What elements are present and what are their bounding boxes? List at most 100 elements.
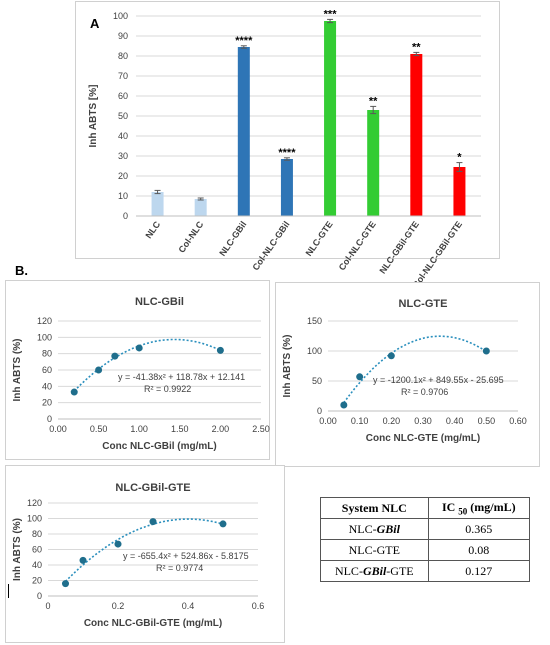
y-tick-label: 120	[27, 498, 42, 508]
ic50-table: System NLC IC 50 (mg/mL) NLC-GBil 0.365 …	[320, 496, 531, 583]
x-axis-title: Conc NLC-GBil-GTE (mg/mL)	[84, 618, 222, 629]
y-tick-label: 0	[47, 414, 52, 424]
panel-a-label: A	[90, 16, 100, 31]
system-text: NLC-GTE	[348, 542, 400, 557]
nlc-gbil-gte-chart-svg: 0 20 40 60 80 100 120 0 0.2 0.4 0.6 NLC-GBil-GTE Con…	[12, 482, 264, 629]
x-tick-label: NLC	[143, 219, 162, 240]
system-italic: GBil	[362, 563, 387, 578]
y-tick-label: 100	[113, 11, 128, 21]
significance-label: ***	[324, 8, 338, 20]
bar	[194, 199, 207, 216]
data-point	[149, 518, 157, 526]
nlc-gte-chart-svg: 0 50 100 150 0.00 0.10 0.20 0.30 0.40 0.50 0.60 NLC…	[282, 298, 527, 444]
y-tick-label: 0	[317, 406, 322, 416]
panel-a-bar-chart: 0 10 20 30 40 50 60 70 80 90 100 NLC Col-NLC **** NLC-…	[75, 1, 500, 290]
x-tick-label: 0.10	[351, 416, 369, 426]
ic50-value: 0.127	[427, 560, 531, 583]
x-tick-label: 0	[45, 601, 50, 611]
x-tick-label: 0.2	[112, 601, 125, 611]
y-tick-label: 0	[37, 591, 42, 601]
y-tick-label: 120	[37, 316, 52, 326]
data-point	[70, 388, 78, 396]
x-axis-title: Conc NLC-GBil (mg/mL)	[102, 441, 216, 452]
bar	[324, 21, 337, 216]
significance-label: **	[369, 95, 378, 107]
data-point	[340, 401, 348, 409]
header-ic: IC	[441, 500, 456, 514]
x-tick-label: 0.50	[478, 416, 496, 426]
y-tick-label: 50	[118, 111, 128, 121]
x-axis-title: Conc NLC-GTE (mg/mL)	[366, 433, 480, 444]
trendline	[343, 335, 487, 404]
data-point	[387, 352, 395, 360]
bar	[237, 47, 250, 216]
trendline	[64, 518, 224, 582]
x-tick-label: Col-NLC-GBil	[250, 219, 291, 272]
x-tick-label: 2.50	[252, 424, 270, 434]
chart-title: NLC-GTE	[399, 298, 448, 310]
y-tick-label: 20	[118, 171, 128, 181]
y-tick-label: 20	[32, 576, 42, 586]
table-row: NLC-GBil-GTE 0.127	[320, 560, 531, 583]
y-tick-label: 60	[118, 91, 128, 101]
y-tick-label: 10	[118, 191, 128, 201]
y-tick-label: 40	[42, 381, 52, 391]
x-tick-label: 0.60	[509, 416, 527, 426]
significance-label: *	[457, 152, 462, 164]
y-tick-label: 90	[118, 31, 128, 41]
bar	[453, 167, 466, 216]
x-tick-label: Col-NLC	[176, 219, 205, 255]
data-point	[79, 556, 87, 564]
x-tick-label: 0.50	[90, 424, 108, 434]
data-point	[95, 366, 103, 374]
bar	[410, 54, 423, 216]
trendline-equation: y = -1200.1x² + 849.55x - 25.695	[373, 375, 504, 385]
y-tick-label: 100	[37, 332, 52, 342]
margin-mark	[8, 584, 9, 598]
bar	[280, 159, 293, 216]
x-tick-label: Col-NLC-GBil-GTE	[411, 219, 465, 289]
y-tick-label: 0	[123, 211, 128, 221]
y-tick-label: 30	[118, 151, 128, 161]
bar	[151, 192, 164, 216]
header-ic-sub: 50	[458, 506, 468, 517]
data-point	[219, 520, 227, 528]
trendline-equation: y = -655.4x² + 524.86x - 5.8175	[123, 551, 249, 561]
x-tick-label: NLC-GTE	[304, 219, 335, 258]
x-tick-label: 0.20	[383, 416, 401, 426]
y-axis-title: Inh ABTS (%)	[12, 339, 23, 402]
ic50-value: 0.08	[427, 539, 531, 562]
y-axis-title: Inh ABTS (%)	[282, 335, 293, 398]
data-point	[216, 346, 224, 354]
header-system: System NLC	[320, 496, 429, 520]
data-point	[111, 352, 119, 360]
x-tick-label: NLC-GBil-GTE	[377, 219, 420, 275]
ic50-header-row: System NLC IC 50 (mg/mL)	[320, 496, 531, 520]
significance-label: ****	[278, 147, 296, 159]
chart-title: NLC-GBil-GTE	[115, 482, 190, 494]
significance-label: ****	[235, 35, 253, 47]
system-text: NLC-	[334, 563, 363, 578]
x-tick-label: 1.00	[130, 424, 148, 434]
ic50-value: 0.365	[427, 518, 531, 541]
bar	[367, 110, 380, 216]
header-unit: (mg/mL)	[467, 500, 516, 514]
r-squared: R² = 0.9922	[144, 384, 191, 394]
y-tick-label: 40	[118, 131, 128, 141]
x-tick-label: 0.00	[49, 424, 67, 434]
system-cell: NLC-GBil	[320, 518, 429, 541]
x-tick-label: 0.4	[182, 601, 195, 611]
y-tick-label: 40	[32, 560, 42, 570]
y-tick-label: 50	[312, 376, 322, 386]
x-tick-label: Col-NLC-GTE	[337, 219, 378, 272]
system-cell: NLC-GBil-GTE	[320, 560, 429, 583]
y-tick-label: 80	[118, 51, 128, 61]
y-axis-title: Inh ABTS (%)	[12, 518, 23, 581]
y-tick-label: 60	[32, 545, 42, 555]
chart-title: NLC-GBil	[135, 296, 184, 308]
system-text-post: -GTE	[386, 563, 414, 578]
y-tick-label: 70	[118, 71, 128, 81]
significance-label: **	[412, 41, 421, 53]
r-squared: R² = 0.9706	[401, 387, 448, 397]
x-tick-label: 1.50	[171, 424, 189, 434]
